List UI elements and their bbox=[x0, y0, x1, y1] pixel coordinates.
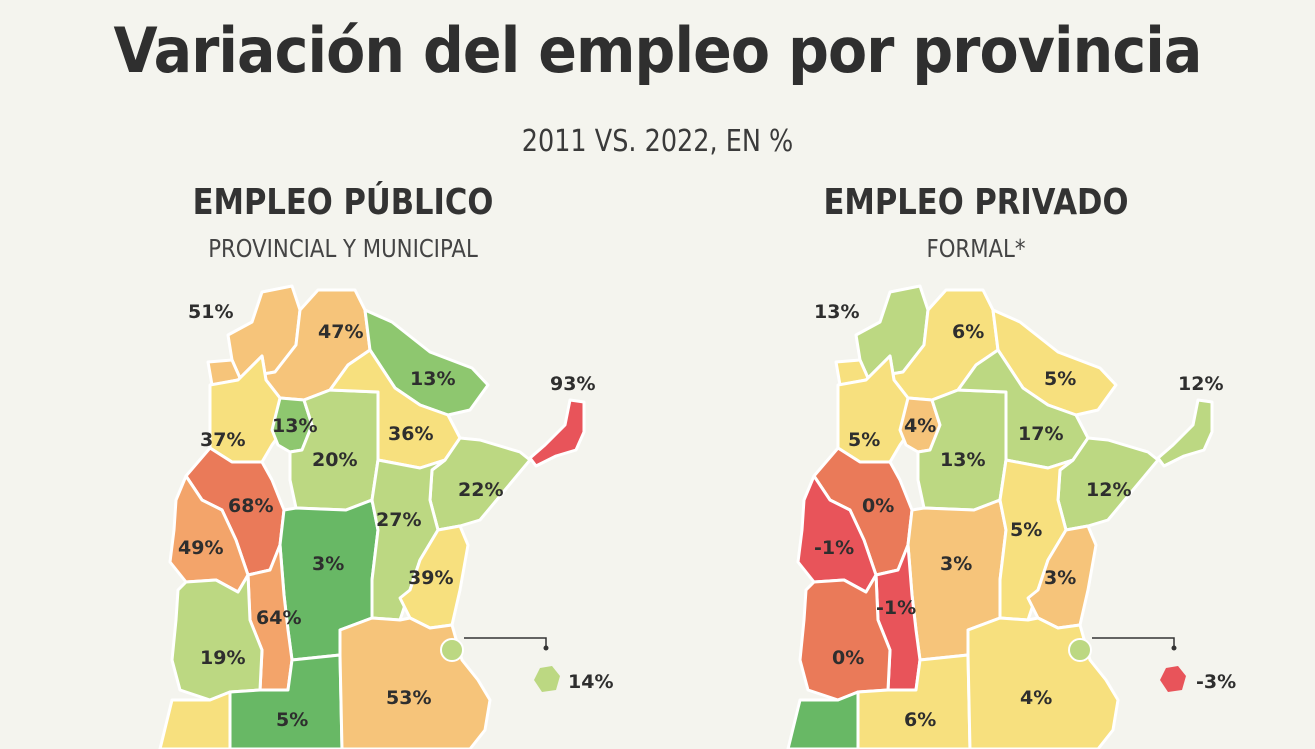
public-label-catamarca: 37% bbox=[200, 429, 245, 451]
private-label-salta: 6% bbox=[952, 321, 984, 343]
private-label-santafe: 5% bbox=[1010, 519, 1042, 541]
private-label-jujuy: 13% bbox=[814, 301, 859, 323]
public-label-salta: 47% bbox=[318, 321, 363, 343]
private-employment-map: 13% 6% 5% 12% 5% 4% 13% 17% 12% 0% -1% 3… bbox=[786, 284, 1236, 749]
page-subtitle: 2011 VS. 2022, EN % bbox=[521, 124, 794, 159]
private-province-neuquen bbox=[786, 690, 860, 749]
public-label-tucuman: 13% bbox=[272, 415, 317, 437]
private-label-buenosaires: 4% bbox=[1020, 687, 1052, 709]
private-label-larioja: 0% bbox=[862, 495, 894, 517]
page-title: Variación del empleo por provincia bbox=[113, 14, 1203, 87]
private-label-mendoza: 0% bbox=[832, 647, 864, 669]
private-label-caba: -3% bbox=[1196, 671, 1236, 693]
public-label-chaco: 36% bbox=[388, 423, 433, 445]
private-label-sanjuan: -1% bbox=[814, 537, 854, 559]
private-caba-leader-dot bbox=[1171, 645, 1177, 651]
private-caba-leader-line bbox=[1092, 637, 1175, 646]
public-caba-inset bbox=[534, 666, 560, 692]
private-label-santiago: 13% bbox=[940, 449, 985, 471]
private-label-tucuman: 4% bbox=[904, 415, 936, 437]
public-label-misiones: 93% bbox=[550, 373, 595, 395]
public-province-neuquen bbox=[158, 690, 232, 749]
public-label-jujuy: 51% bbox=[188, 301, 233, 323]
public-province-misiones bbox=[528, 398, 586, 468]
public-province-mendoza bbox=[170, 573, 264, 702]
public-label-santiago: 20% bbox=[312, 449, 357, 471]
public-label-corrientes: 22% bbox=[458, 479, 503, 501]
private-province-lapampa bbox=[856, 653, 972, 749]
public-label-cordoba: 3% bbox=[312, 553, 344, 575]
private-panel-subtitle: FORMAL* bbox=[926, 234, 1026, 263]
private-label-cordoba: 3% bbox=[940, 553, 972, 575]
public-label-santafe: 27% bbox=[376, 509, 421, 531]
public-label-formosa: 13% bbox=[410, 368, 455, 390]
public-caba-leader-dot bbox=[543, 645, 549, 651]
private-panel-title: EMPLEO PRIVADO bbox=[823, 182, 1129, 223]
public-label-larioja: 68% bbox=[228, 495, 273, 517]
public-label-sanluis: 64% bbox=[256, 607, 301, 629]
private-label-misiones: 12% bbox=[1178, 373, 1223, 395]
private-caba-inset bbox=[1160, 666, 1186, 692]
private-label-entrerios: 3% bbox=[1044, 567, 1076, 589]
public-label-sanjuan: 49% bbox=[178, 537, 223, 559]
private-label-chaco: 17% bbox=[1018, 423, 1063, 445]
private-province-misiones bbox=[1156, 398, 1214, 468]
public-label-mendoza: 19% bbox=[200, 647, 245, 669]
public-label-lapampa: 5% bbox=[276, 709, 308, 731]
private-province-mendoza bbox=[798, 573, 892, 702]
public-employment-map: 51% 47% 13% 93% 37% 13% 20% 36% 22% 68% … bbox=[158, 284, 613, 749]
private-label-lapampa: 6% bbox=[904, 709, 936, 731]
private-label-sanluis: -1% bbox=[876, 597, 916, 619]
public-label-caba: 14% bbox=[568, 671, 613, 693]
public-panel-title: EMPLEO PÚBLICO bbox=[192, 182, 494, 223]
public-caba-leader-line bbox=[464, 637, 547, 646]
public-label-buenosaires: 53% bbox=[386, 687, 431, 709]
private-caba-marker bbox=[1068, 638, 1092, 662]
private-label-catamarca: 5% bbox=[848, 429, 880, 451]
public-province-lapampa bbox=[228, 653, 344, 749]
private-label-formosa: 5% bbox=[1044, 368, 1076, 390]
private-label-corrientes: 12% bbox=[1086, 479, 1131, 501]
public-panel-subtitle: PROVINCIAL Y MUNICIPAL bbox=[208, 234, 478, 263]
public-caba-marker bbox=[440, 638, 464, 662]
public-label-entrerios: 39% bbox=[408, 567, 453, 589]
